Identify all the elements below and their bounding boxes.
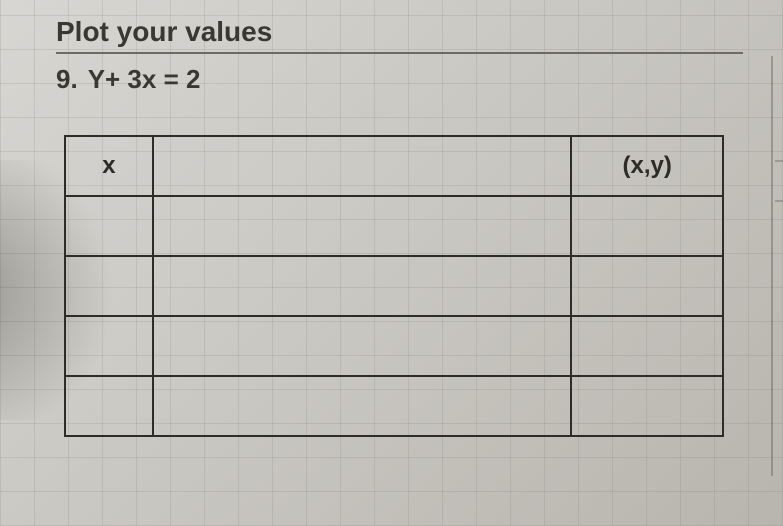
cell-xy [571, 376, 723, 436]
page-edge-marks [775, 140, 783, 260]
page-title: Plot your values [56, 16, 743, 48]
cell-x [65, 316, 153, 376]
cell-mid [153, 316, 572, 376]
cell-x [65, 196, 153, 256]
col-header-x: x [65, 136, 153, 196]
cell-xy [571, 316, 723, 376]
problem-row: 9. Y+ 3x = 2 [56, 52, 743, 95]
problem-number: 9. [56, 64, 78, 95]
page-edge-line [771, 56, 783, 476]
table-row [65, 376, 723, 436]
table-header-row: x (x,y) [65, 136, 723, 196]
table-row [65, 316, 723, 376]
cell-mid [153, 256, 572, 316]
cell-xy [571, 196, 723, 256]
cell-mid [153, 376, 572, 436]
cell-x [65, 256, 153, 316]
cell-x [65, 376, 153, 436]
problem-equation: Y+ 3x = 2 [88, 64, 201, 95]
cell-xy [571, 256, 723, 316]
table-row [65, 196, 723, 256]
col-header-xy: (x,y) [571, 136, 723, 196]
cell-mid [153, 196, 572, 256]
col-header-mid [153, 136, 572, 196]
table-row [65, 256, 723, 316]
values-table: x (x,y) [64, 135, 724, 437]
